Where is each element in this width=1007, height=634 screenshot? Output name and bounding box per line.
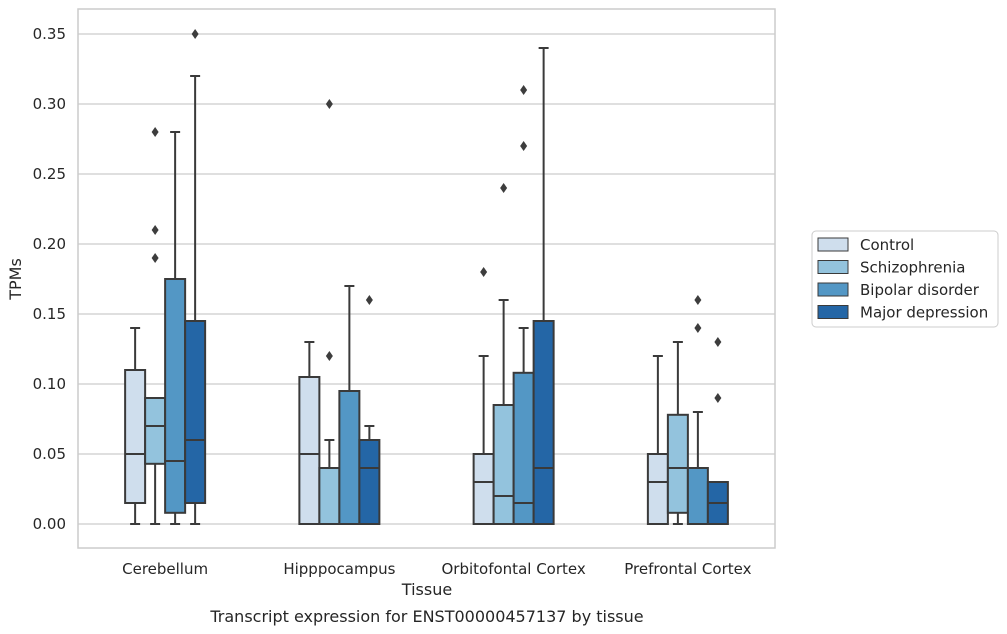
y-tick-label: 0.30 xyxy=(33,95,66,113)
box-major-depression xyxy=(706,337,729,525)
outlier-point xyxy=(325,99,333,109)
y-tick-label: 0.20 xyxy=(33,235,66,253)
box-control xyxy=(298,341,321,525)
box-major-depression xyxy=(532,47,555,525)
legend-swatch xyxy=(817,237,849,252)
x-tick-label: Prefrontal Cortex xyxy=(624,560,751,578)
outlier-point xyxy=(714,393,722,403)
chart-caption: Transcript expression for ENST0000045713… xyxy=(209,607,643,626)
legend-label: Major depression xyxy=(860,304,988,322)
x-axis: Cerebellum Hipppocampus Orbitofontal Corte… xyxy=(122,560,751,578)
legend: Control Schizophrenia Bipolar disorder Majo… xyxy=(811,230,999,328)
box-schizophrenia xyxy=(318,99,341,525)
legend-swatch xyxy=(817,282,849,297)
box-bipolar-disorder xyxy=(512,85,535,525)
box-schizophrenia xyxy=(492,183,515,525)
y-axis-label: TPMs xyxy=(6,258,25,301)
legend-label: Bipolar disorder xyxy=(860,281,980,299)
plot-area xyxy=(77,8,776,549)
y-tick-label: 0.05 xyxy=(33,445,66,463)
outlier-point xyxy=(480,267,488,277)
outlier-point xyxy=(520,85,528,95)
box-schizophrenia xyxy=(144,127,167,525)
legend-label: Control xyxy=(860,236,914,254)
x-tick-label: Orbitofontal Cortex xyxy=(442,560,586,578)
outlier-point xyxy=(694,295,702,305)
box-major-depression xyxy=(184,29,207,525)
outlier-point xyxy=(151,253,159,263)
box-iqr xyxy=(358,439,381,525)
box-iqr xyxy=(144,397,167,465)
outlier-point xyxy=(694,323,702,333)
legend-box xyxy=(811,230,999,328)
y-tick-label: 0.15 xyxy=(33,305,66,323)
box-schizophrenia xyxy=(666,341,689,525)
legend-swatch xyxy=(817,260,849,274)
y-axis: 0.00 0.05 0.10 0.15 0.20 0.25 0.30 0.35 xyxy=(33,25,66,533)
y-tick-label: 0.00 xyxy=(33,515,66,533)
box-iqr xyxy=(512,371,535,525)
box-iqr xyxy=(646,453,669,525)
box-iqr xyxy=(492,404,515,525)
box-control xyxy=(124,327,147,525)
outlier-point xyxy=(325,351,333,361)
y-tick-label: 0.10 xyxy=(33,375,66,393)
outlier-point xyxy=(365,295,373,305)
outlier-point xyxy=(151,225,159,235)
box-iqr xyxy=(184,320,207,504)
box-control xyxy=(472,267,495,525)
outlier-point xyxy=(191,29,199,39)
box-iqr xyxy=(686,467,709,525)
box-iqr xyxy=(666,413,689,514)
box-iqr xyxy=(298,376,321,525)
box-bipolar-disorder xyxy=(164,131,187,525)
outlier-point xyxy=(520,141,528,151)
box-iqr xyxy=(338,390,361,525)
box-iqr xyxy=(532,320,555,525)
box-iqr xyxy=(472,453,495,525)
x-tick-label: Hipppocampus xyxy=(283,560,395,578)
x-tick-label: Cerebellum xyxy=(122,560,208,578)
outlier-point xyxy=(151,127,159,137)
y-tick-label: 0.35 xyxy=(33,25,66,43)
legend-label: Schizophrenia xyxy=(860,259,965,277)
outlier-point xyxy=(500,183,508,193)
x-axis-label: Tissue xyxy=(401,580,452,599)
box-control xyxy=(646,355,669,525)
box-iqr xyxy=(124,369,147,504)
box-major-depression xyxy=(358,295,381,525)
outlier-point xyxy=(714,337,722,347)
box-iqr xyxy=(164,278,187,514)
box-iqr xyxy=(318,467,341,525)
y-tick-label: 0.25 xyxy=(33,165,66,183)
legend-swatch xyxy=(817,305,849,319)
